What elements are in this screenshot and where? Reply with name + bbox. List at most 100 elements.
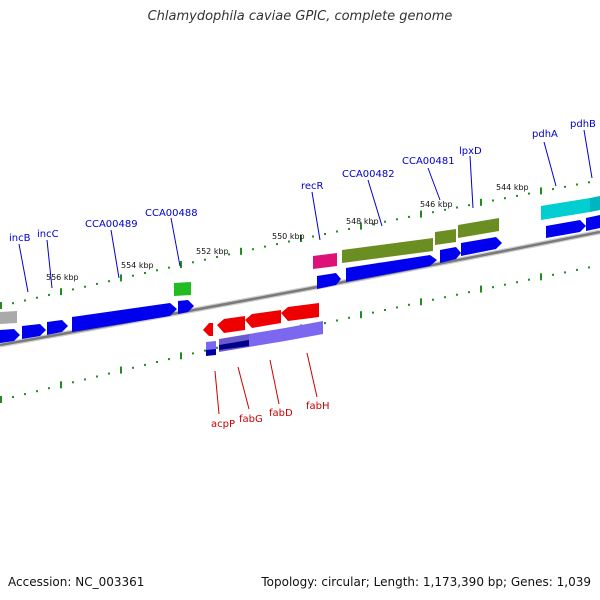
scale-major-tick: [420, 210, 422, 218]
scale-minor-tick: [456, 293, 458, 296]
scale-minor-tick: [468, 204, 470, 207]
kbp-label: 556 kbp: [46, 273, 79, 282]
gene-arrow-forward[interactable]: [22, 324, 46, 339]
scale-minor-tick: [24, 393, 26, 396]
gene-label-fabd[interactable]: fabD: [269, 408, 293, 419]
forward-label-leaders: [18, 129, 593, 293]
gene-label-incc[interactable]: incC: [37, 229, 59, 240]
gene-label-cca00488[interactable]: CCA00488: [145, 208, 198, 219]
leader-line: [237, 366, 250, 410]
scale-major-tick: [540, 187, 542, 195]
scale-minor-tick: [336, 230, 338, 233]
gene-arrow-cca00488[interactable]: [178, 300, 194, 314]
gene-arrow-acpp[interactable]: [203, 323, 213, 336]
scale-minor-tick: [492, 199, 494, 202]
scale-minor-tick: [432, 298, 434, 301]
gene-label-cca00489[interactable]: CCA00489: [85, 219, 138, 230]
scale-major-tick: [360, 222, 362, 230]
gene-label-cca00482[interactable]: CCA00482: [342, 169, 395, 180]
gene-olive-cca00481[interactable]: [435, 229, 456, 245]
gene-label-recr[interactable]: recR: [301, 181, 324, 192]
scale-minor-tick: [288, 240, 290, 243]
reverse-genes-row3: [206, 340, 249, 356]
scale-minor-tick: [168, 358, 170, 361]
scale-minor-tick: [204, 258, 206, 261]
scale-minor-tick: [564, 271, 566, 274]
gene-magenta-recr[interactable]: [313, 253, 337, 269]
scale-minor-tick: [336, 319, 338, 322]
scale-minor-tick: [24, 299, 26, 302]
gene-arrow-cca00481[interactable]: [440, 247, 461, 263]
scale-minor-tick: [576, 268, 578, 271]
gene-label-incb[interactable]: incB: [9, 233, 31, 244]
gene-lavender-fabd[interactable]: [249, 328, 285, 347]
scale-minor-tick: [468, 291, 470, 294]
scale-major-tick: [120, 366, 122, 374]
gene-label-fabh[interactable]: fabH: [306, 401, 330, 412]
gene-arrow-lpxd[interactable]: [461, 237, 502, 256]
gene-olive-cca00482[interactable]: [342, 238, 433, 263]
gene-olive-lpxd[interactable]: [458, 218, 499, 238]
gene-label-fabg[interactable]: fabG: [239, 414, 263, 425]
gene-arrow-reverse[interactable]: [206, 349, 216, 356]
gene-label-acpp[interactable]: acpP: [211, 419, 235, 430]
leader-line: [427, 167, 441, 201]
scale-major-tick: [480, 285, 482, 293]
scale-minor-tick: [588, 181, 590, 184]
scale-minor-tick: [384, 309, 386, 311]
scale-minor-tick: [444, 296, 446, 299]
kbp-label: 544 kbp: [496, 183, 529, 192]
gene-arrow-fabh[interactable]: [281, 303, 319, 321]
leader-line: [214, 370, 220, 415]
gene-green-cca00488[interactable]: [174, 282, 191, 296]
gene-arrow-pdha[interactable]: [546, 220, 586, 238]
gene-arrow-recr[interactable]: [317, 273, 341, 289]
gene-cyan-pdha[interactable]: [541, 198, 590, 220]
scale-minor-tick: [48, 387, 50, 390]
scale-minor-tick: [96, 375, 98, 378]
scale-major-tick: [60, 288, 62, 296]
gene-arrow-pdhb[interactable]: [586, 215, 600, 231]
scale-minor-tick: [528, 192, 530, 195]
kbp-label: 548 kbp: [346, 217, 379, 226]
scale-minor-tick: [132, 274, 134, 277]
scale-minor-tick: [516, 194, 518, 197]
forward-genes-row2: [0, 215, 600, 343]
scale-minor-tick: [276, 243, 278, 246]
leader-line: [110, 229, 120, 279]
scale-major-tick: [540, 273, 542, 281]
gene-label-pdhb[interactable]: pdhB: [570, 119, 596, 130]
scale-minor-tick: [504, 197, 506, 200]
gene-arrow-forward[interactable]: [0, 329, 20, 343]
scale-minor-tick: [132, 366, 134, 369]
scale-major-tick: [360, 311, 362, 319]
gene-arrow-reverse[interactable]: [219, 340, 249, 350]
leader-line: [583, 129, 593, 179]
gene-lavender-fabh[interactable]: [285, 321, 323, 341]
gene-label-lpxd[interactable]: lpxD: [459, 146, 482, 157]
scale-minor-tick: [492, 286, 494, 289]
forward-genes-row1: [0, 196, 600, 324]
leader-line: [306, 352, 318, 398]
map-title: Chlamydophila caviae GPIC, complete geno…: [147, 9, 453, 24]
scale-major-tick: [0, 302, 2, 309]
gene-arrow-fabd[interactable]: [245, 310, 281, 328]
scale-minor-tick: [516, 281, 518, 284]
scale-major-tick: [420, 298, 422, 306]
gene-arrow-fabg[interactable]: [217, 316, 245, 333]
scale-minor-tick: [72, 288, 74, 291]
scale-minor-tick: [192, 352, 194, 355]
gene-grey[interactable]: [0, 311, 17, 324]
gene-arrow-cca00482[interactable]: [346, 255, 437, 282]
scale-minor-tick: [168, 266, 170, 269]
leader-line: [170, 217, 181, 267]
scale-minor-tick: [84, 285, 86, 288]
gene-cyan-pdhb[interactable]: [590, 196, 600, 212]
gene-label-cca00481[interactable]: CCA00481: [402, 156, 455, 167]
gene-arrow-incc[interactable]: [72, 303, 177, 332]
gene-arrow-forward[interactable]: [47, 320, 68, 335]
gene-label-pdha[interactable]: pdhA: [532, 129, 558, 140]
scale-minor-tick: [228, 253, 230, 256]
kbp-label: 552 kbp: [196, 247, 229, 256]
scale-minor-tick: [96, 282, 98, 285]
